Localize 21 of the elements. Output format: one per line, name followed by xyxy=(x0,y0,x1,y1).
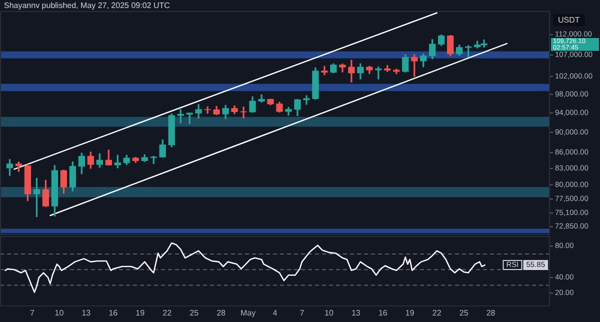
x-tick-label: 7 xyxy=(300,308,305,318)
chart-title: Shayannv published, May 27, 2025 09:02 UTC xyxy=(4,1,170,10)
x-tick-label: May xyxy=(240,308,256,318)
y-axis-title: USDT xyxy=(558,16,580,25)
x-tick-label: 10 xyxy=(54,308,64,318)
x-tick-label: 4 xyxy=(272,308,278,318)
x-tick-label: 22 xyxy=(162,308,172,318)
x-tick-label: 19 xyxy=(136,308,146,318)
x-tick-label: 28 xyxy=(216,308,226,318)
x-tick-label: 16 xyxy=(378,308,388,318)
x-tick-label: 13 xyxy=(351,308,361,318)
candlestick xyxy=(150,156,157,164)
x-tick-label: 19 xyxy=(405,308,415,318)
x-tick-label: 25 xyxy=(190,308,200,318)
x-tick-label: 28 xyxy=(486,308,496,318)
x-tick-label: 7 xyxy=(30,308,35,318)
x-tick-label: 13 xyxy=(82,308,92,318)
x-tick-label: 25 xyxy=(459,308,469,318)
x-tick-label: 16 xyxy=(108,308,118,318)
x-tick-label: 10 xyxy=(324,308,334,318)
x-tick-label: 22 xyxy=(432,308,442,318)
